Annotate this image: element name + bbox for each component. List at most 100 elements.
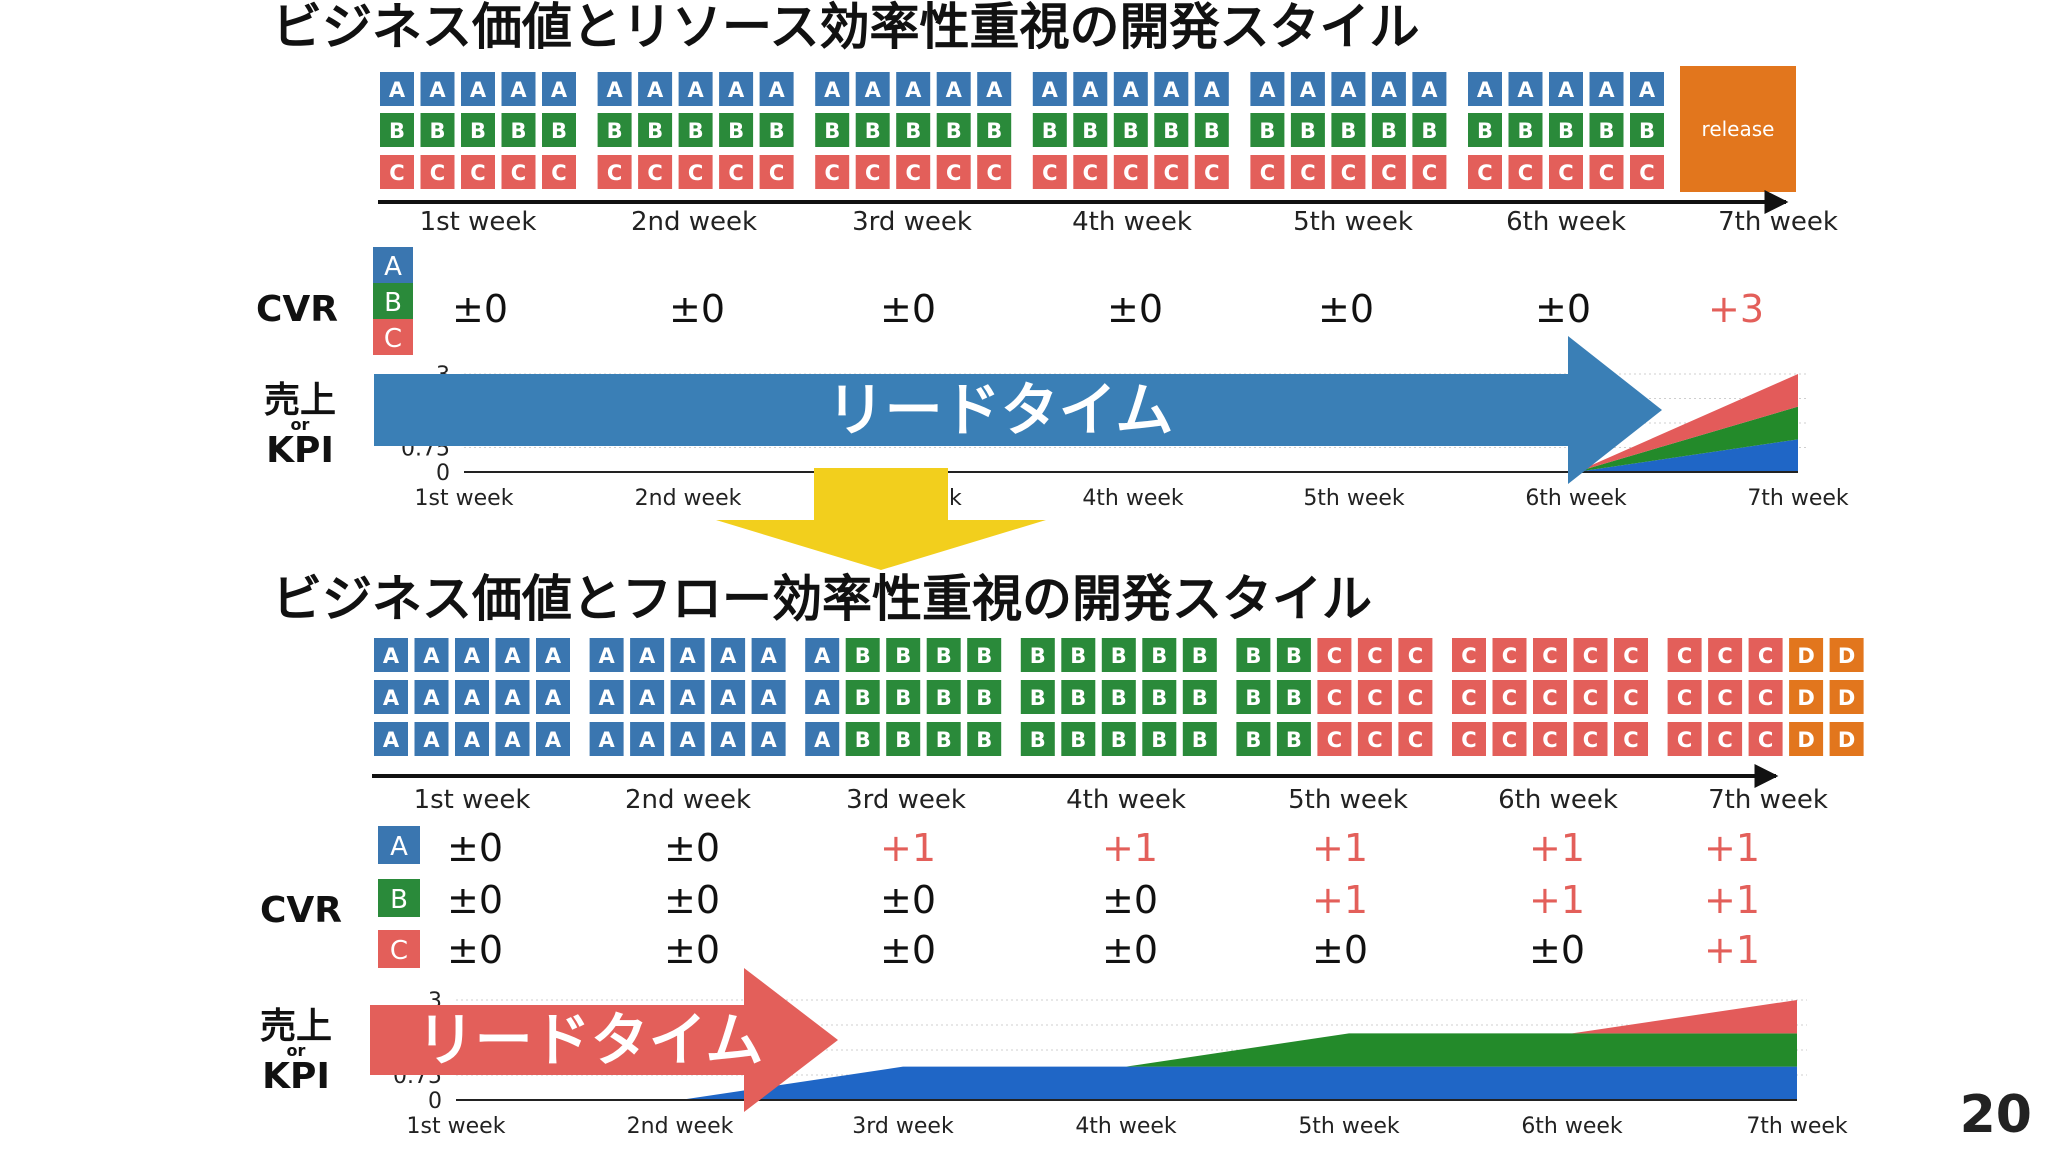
block-c [855,155,890,189]
cvr-value: ±0 [880,928,936,972]
block-label: B [855,728,871,752]
top-legend-c [373,319,413,355]
block-c [896,155,931,189]
block-label: A [760,644,777,668]
cvr-value: ±0 [1529,928,1585,972]
block-label: B [1151,728,1167,752]
block-label: C [430,161,445,185]
block-label: C [1408,728,1423,752]
block-label: A [639,728,656,752]
block-b [1061,638,1096,672]
top-cvr-values: ±0 ±0 ±0 ±0 ±0 ±0 +3 [452,287,1764,331]
block-label: B [936,644,952,668]
block-label: A [639,686,656,710]
block-a [1194,72,1229,106]
cvr-value: ±0 [1312,928,1368,972]
chart-week-label: 4th week [1075,1114,1177,1139]
block-label: C [1623,644,1638,668]
block-label: C [1599,161,1614,185]
block-b [1142,722,1177,756]
block-label: B [946,119,962,143]
block-label: A [1082,78,1099,102]
block-label: A [470,78,487,102]
block-b [461,113,495,147]
block-label: B [1192,644,1208,668]
block-a [589,722,624,756]
block-label: C [1408,686,1423,710]
top-title: ビジネス価値とリソース効率性重視の開発スタイル [272,0,1420,56]
block-label: A [1259,78,1276,102]
block-label: C [1367,728,1382,752]
block-label: C [1717,644,1732,668]
block-a [1589,72,1624,106]
top-kpi-bottom: KPI [266,430,334,471]
block-c [638,155,673,189]
block-a [414,638,449,672]
block-b [1276,638,1311,672]
block-a [751,680,786,714]
block-label: B [824,119,840,143]
block-a [855,72,890,106]
block-label: C [1677,686,1692,710]
block-label: B [1381,119,1397,143]
block-label: A [679,728,696,752]
block-a [380,72,414,106]
block-label: B [855,686,871,710]
top-legend-a-text: A [384,252,402,282]
block-label: C [1542,686,1557,710]
block-b [1412,113,1447,147]
block-b [845,722,880,756]
block-label: C [1327,686,1342,710]
block-label: B [1558,119,1574,143]
block-label: B [1151,686,1167,710]
block-b [1236,680,1271,714]
block-b [501,113,536,147]
block-label: C [389,161,404,185]
block-label: B [1477,119,1493,143]
block-label: C [1623,728,1638,752]
block-c [1412,155,1447,189]
top-legend-b-text: B [384,288,402,318]
area-series-b [456,1033,1797,1100]
block-label: C [551,161,566,185]
block-b [1549,113,1583,147]
block-b [926,680,961,714]
week-label: 3rd week [852,207,972,237]
block-c [1452,680,1486,714]
block-label: A [1042,78,1059,102]
block-label: C [607,161,622,185]
block-b [1020,680,1055,714]
block-label: C [1639,161,1654,185]
block-c [542,155,576,189]
block-label: A [647,78,664,102]
block-a [495,722,530,756]
block-label: A [383,728,400,752]
block-a [455,638,489,672]
block-a [1250,72,1285,106]
bottom-week-labels: 1st week 2nd week 3rd week 4th week 5th week… [414,785,1828,815]
block-b [1589,113,1624,147]
block-label: C [986,161,1001,185]
bottom-legend-b [378,879,420,917]
block-label: C [1042,161,1057,185]
block-label: A [865,78,882,102]
block-c [1614,722,1648,756]
block-label: B [728,119,744,143]
block-a [589,680,624,714]
block-label: A [1598,78,1615,102]
block-c [1748,638,1783,672]
block-c [1290,155,1325,189]
chart-week-label: 5th week [1298,1114,1400,1139]
bottom-legend-c-text: C [390,936,408,966]
block-label: C [1367,644,1382,668]
block-b [1182,638,1217,672]
chart-week-label: 2nd week [635,486,742,511]
block-b [1182,680,1217,714]
cvr-value: ±0 [664,928,720,972]
block-label: B [1070,644,1086,668]
cvr-value: ±0 [1535,287,1591,331]
top-legend-c-text: C [384,324,402,354]
block-c [1398,638,1433,672]
block-label: A [383,644,400,668]
block-c [719,155,754,189]
